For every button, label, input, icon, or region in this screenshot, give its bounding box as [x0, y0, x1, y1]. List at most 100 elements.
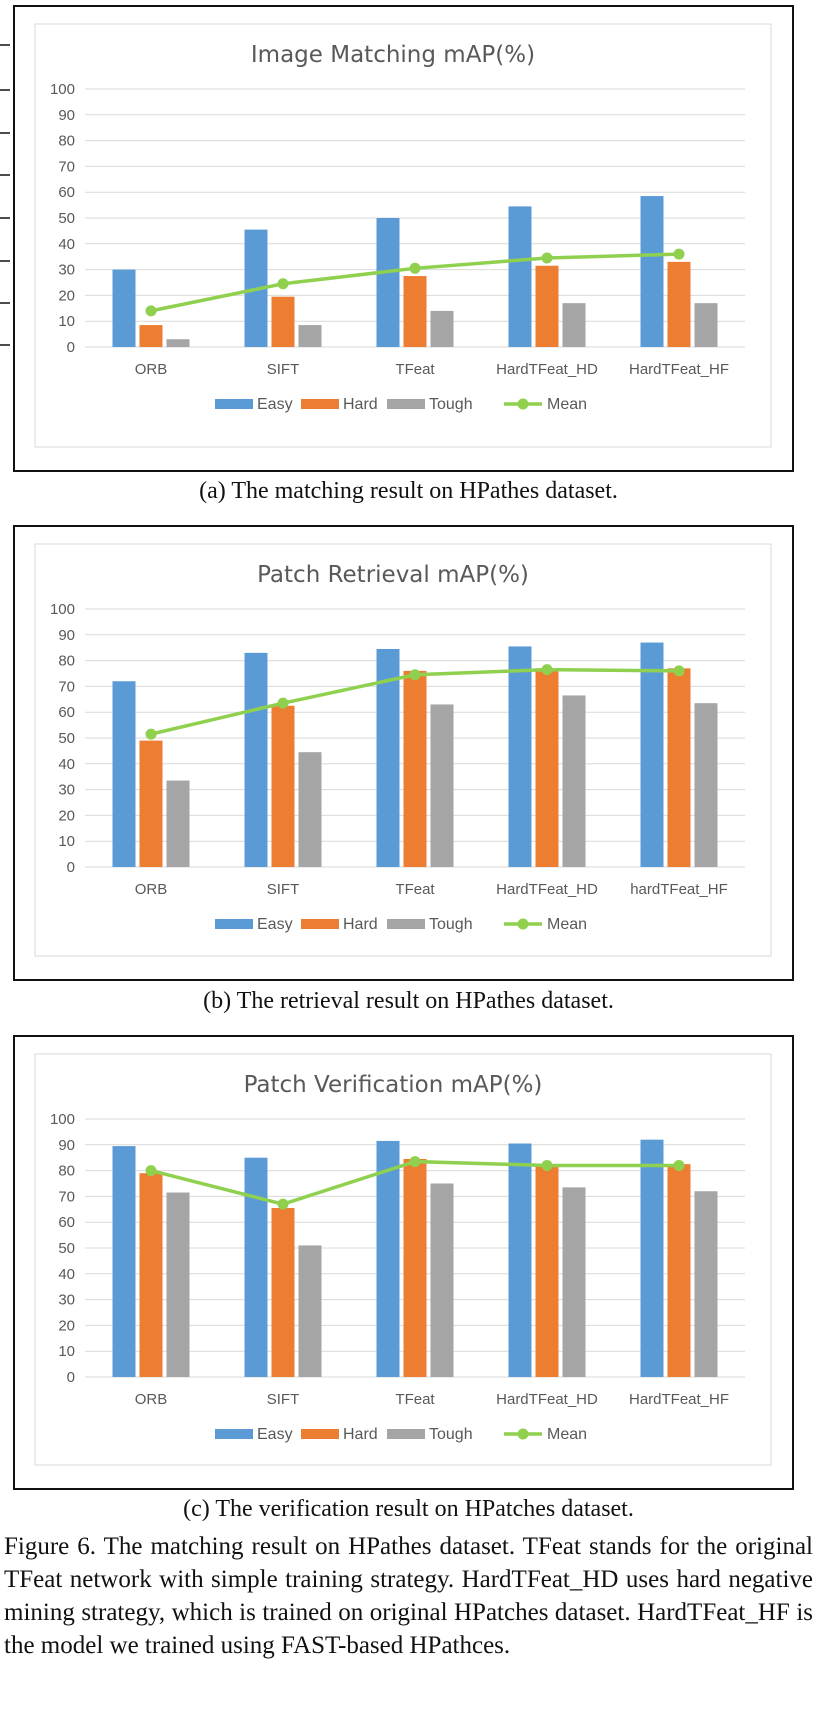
y-tick-label: 40: [58, 756, 75, 773]
mean-point: [277, 697, 289, 709]
x-tick-label: HardTFeat_HF: [629, 1391, 729, 1408]
bar-hard: [139, 325, 163, 347]
chart-panel-matching: Image Matching mAP(%) 0 10 20 30 40 50 60 70 80 90…: [13, 5, 794, 472]
legend-label: Hard: [343, 916, 378, 933]
chart-svg: Patch Retrieval mAP(%) 0 10 20 30 40 50 60 70 80 9…: [34, 543, 772, 957]
mean-point: [673, 248, 685, 260]
mean-point: [409, 1156, 421, 1168]
y-tick-label: 10: [58, 1343, 75, 1360]
y-tick-label: 90: [58, 1137, 75, 1154]
legend-label: Hard: [343, 1426, 378, 1443]
caption-c: (c) The verification result on HPatches …: [183, 1496, 634, 1522]
legend-swatch-tough: [387, 399, 425, 409]
y-tick-label: 50: [58, 210, 75, 227]
y-tick-label: 30: [58, 1292, 75, 1309]
chart-svg: Patch Verification mAP(%) 0 10 20 30 40 50 60 70…: [34, 1053, 772, 1466]
figure-caption: Figure 6. The matching result on HPathes…: [4, 1533, 813, 1659]
caption-a: (a) The matching result on HPathes datas…: [199, 478, 618, 504]
legend-label: Easy: [257, 916, 293, 933]
bar-hard: [535, 1165, 559, 1377]
x-tick-label: HardTFeat_HD: [496, 881, 598, 898]
bar-hard: [667, 261, 691, 347]
y-tick-label: 70: [58, 678, 75, 695]
y-tick-label: 50: [58, 1240, 75, 1257]
mean-point: [541, 252, 553, 264]
y-tick-label: 70: [58, 158, 75, 175]
y-tick-label: 60: [58, 704, 75, 721]
y-tick-label: 30: [58, 782, 75, 799]
legend-label: Mean: [547, 1426, 587, 1443]
bar-tough: [166, 339, 190, 347]
bar-easy: [508, 646, 532, 867]
bar-tough: [694, 703, 718, 867]
bar-hard: [535, 668, 559, 867]
bar-tough: [694, 1191, 718, 1377]
chart-panel-verification: Patch Verification mAP(%) 0 10 20 30 40 50 60 70…: [13, 1035, 794, 1490]
mean-point: [541, 664, 553, 676]
bar-hard: [403, 670, 427, 867]
legend-swatch-tough: [387, 919, 425, 929]
y-tick-label: 10: [58, 833, 75, 850]
legend-label: Tough: [429, 916, 473, 933]
y-tick-label: 60: [58, 184, 75, 201]
x-tick-label: HardTFeat_HF: [629, 361, 729, 378]
x-tick-label: ORB: [135, 881, 168, 898]
legend-label: Mean: [547, 396, 587, 413]
bar-easy: [640, 1139, 664, 1377]
bar-tough: [694, 303, 718, 347]
mean-point: [277, 1198, 289, 1210]
legend-mean-marker: [517, 1428, 529, 1440]
legend-label: Tough: [429, 396, 473, 413]
bar-tough: [430, 1183, 454, 1377]
x-tick-label: TFeat: [395, 1391, 435, 1408]
bar-tough: [298, 752, 322, 867]
mean-point: [541, 1159, 553, 1171]
legend-swatch-tough: [387, 1429, 425, 1439]
bar-easy: [508, 1143, 532, 1377]
x-tick-label: HardTFeat_HD: [496, 1391, 598, 1408]
y-tick-label: 100: [50, 601, 75, 618]
bar-hard: [139, 740, 163, 867]
bar-hard: [271, 705, 295, 867]
legend-label: Easy: [257, 396, 293, 413]
x-tick-label: ORB: [135, 1391, 168, 1408]
mean-point: [673, 665, 685, 677]
bar-hard: [667, 668, 691, 867]
y-tick-label: 40: [58, 236, 75, 253]
mean-point: [409, 262, 421, 274]
bar-hard: [535, 265, 559, 347]
bar-tough: [562, 303, 586, 347]
y-tick-label: 20: [58, 1317, 75, 1334]
legend-label: Easy: [257, 1426, 293, 1443]
bar-easy: [376, 648, 400, 867]
y-tick-label: 30: [58, 262, 75, 279]
chart-panel-retrieval: Patch Retrieval mAP(%) 0 10 20 30 40 50 60 70 80 9…: [13, 525, 794, 981]
legend-swatch-easy: [215, 919, 253, 929]
y-tick-label: 10: [58, 313, 75, 330]
x-tick-label: TFeat: [395, 881, 435, 898]
legend-swatch-hard: [301, 399, 339, 409]
y-tick-label: 80: [58, 133, 75, 150]
y-tick-label: 100: [50, 81, 75, 98]
y-tick-label: 90: [58, 627, 75, 644]
bar-hard: [271, 1208, 295, 1377]
bar-easy: [244, 652, 268, 867]
x-tick-label: SIFT: [267, 361, 300, 378]
bar-easy: [112, 269, 136, 347]
bar-hard: [271, 296, 295, 347]
y-tick-label: 40: [58, 1266, 75, 1283]
x-tick-label: hardTFeat_HF: [630, 881, 728, 898]
mean-point: [277, 278, 289, 290]
x-tick-label: ORB: [135, 361, 168, 378]
bar-easy: [508, 206, 532, 347]
bar-easy: [112, 1146, 136, 1377]
bar-hard: [403, 276, 427, 347]
chart-title: Image Matching mAP(%): [251, 42, 535, 68]
left-edge-ticks: [0, 44, 10, 346]
legend-label: Mean: [547, 916, 587, 933]
y-tick-label: 70: [58, 1188, 75, 1205]
bar-tough: [166, 780, 190, 867]
y-tick-label: 80: [58, 1163, 75, 1180]
bar-easy: [112, 681, 136, 867]
y-tick-label: 0: [67, 339, 75, 356]
